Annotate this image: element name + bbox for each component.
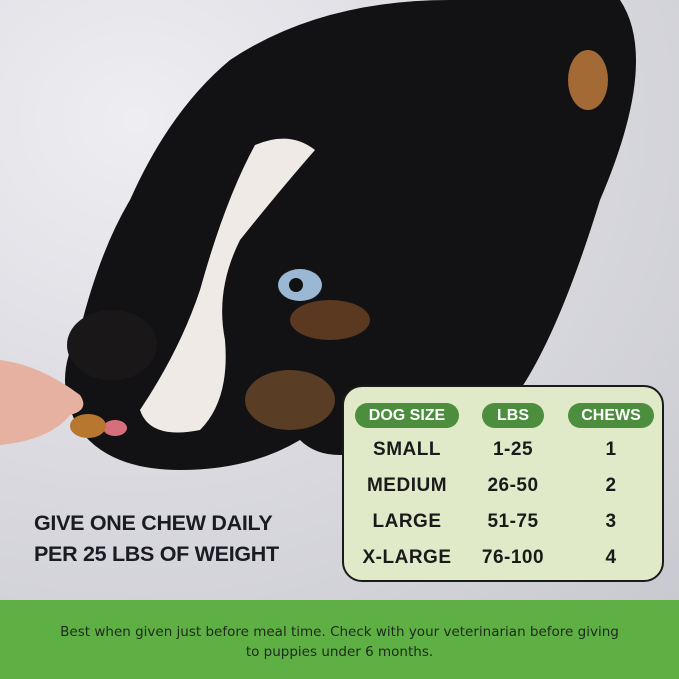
dog-tan-mark [290,300,370,340]
dosage-table: DOG SIZE LBS CHEWS SMALL 1-25 1 MEDIUM 2… [342,385,664,582]
row-lbs: 26-50 [487,475,539,496]
dog-tan-leg [568,50,608,110]
headline-line-1: GIVE ONE CHEW DAILY [34,511,273,535]
row-size: LARGE [372,511,442,532]
row-lbs: 1-25 [492,439,534,460]
dog-photo [0,0,679,600]
row-chews: 2 [605,475,617,496]
row-size: X-LARGE [362,547,452,568]
footer-note: Best when given just before meal time. C… [60,624,619,660]
chew-treat [70,414,106,438]
footer-band: Best when given just before meal time. C… [0,600,679,679]
dog-white-blaze [140,138,315,433]
dog-tan-cheek [245,370,335,430]
row-size: SMALL [373,439,441,460]
row-lbs: 76-100 [481,547,545,568]
row-lbs: 51-75 [487,511,539,532]
hand [0,360,84,445]
row-size: MEDIUM [366,475,448,496]
dog-tongue [103,420,127,436]
header-chews: CHEWS [568,403,654,428]
dosage-headline: GIVE ONE CHEW DAILY PER 25 LBS OF WEIGHT [34,508,279,570]
dog-illustration [0,0,636,470]
header-lbs: LBS [482,403,544,428]
row-chews: 1 [605,439,617,460]
row-chews: 3 [605,511,617,532]
headline-line-2: PER 25 LBS OF WEIGHT [34,542,279,566]
row-chews: 4 [605,547,617,568]
dog-nose [67,310,157,380]
header-dog-size: DOG SIZE [355,403,459,428]
